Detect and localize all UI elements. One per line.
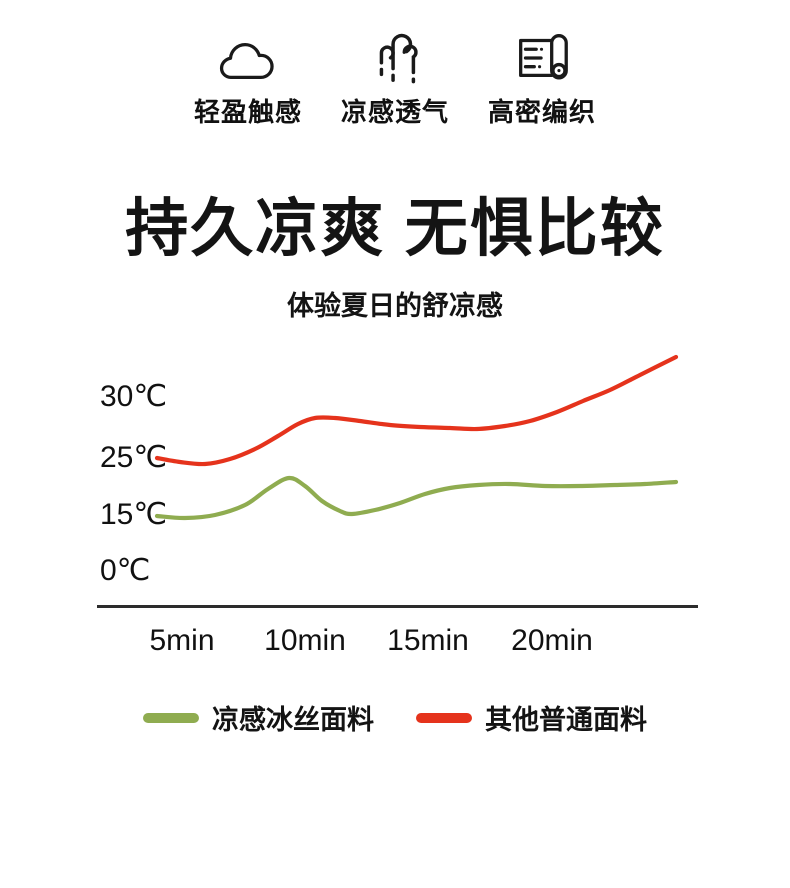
feature-light-touch: 轻盈触感 — [181, 26, 315, 129]
feature-label: 凉感透气 — [340, 97, 449, 127]
x-axis-tick-20min: 20min — [511, 624, 593, 657]
steam-icon — [366, 26, 424, 86]
page-subtitle: 体验夏日的舒凉感 — [287, 291, 503, 321]
feature-label: 高密编织 — [487, 97, 596, 127]
y-axis-tick-30c: 30℃ — [100, 380, 168, 413]
feature-high-density-weave: 高密编织 — [475, 26, 609, 129]
legend-item-cool-fabric: 凉感冰丝面料 — [143, 698, 374, 737]
x-axis-line — [97, 605, 698, 608]
legend-swatch — [143, 712, 199, 723]
cloud-icon — [216, 26, 280, 86]
legend-swatch — [416, 712, 472, 723]
legend-item-ordinary-fabric: 其他普通面料 — [416, 698, 647, 737]
chart-legend: 凉感冰丝面料 其他普通面料 — [0, 698, 790, 737]
feature-cool-breathable: 凉感透气 — [328, 26, 462, 129]
features-row: 轻盈触感 凉感透气 — [0, 26, 790, 129]
y-axis-tick-15c: 15℃ — [100, 498, 168, 531]
curve-ordinary-fabric — [154, 354, 679, 467]
y-axis-tick-0c: 0℃ — [100, 554, 151, 587]
legend-label: 其他普通面料 — [485, 705, 647, 735]
legend-label: 凉感冰丝面料 — [212, 705, 374, 735]
x-axis-tick-5min: 5min — [149, 624, 215, 657]
y-axis-tick-25c: 25℃ — [100, 441, 168, 474]
fabric-roll-icon — [511, 26, 573, 86]
x-axis-tick-10min: 10min — [264, 624, 346, 657]
feature-label: 轻盈触感 — [193, 97, 302, 127]
curve-cool-ice-silk-fabric — [154, 475, 679, 521]
x-axis-tick-15min: 15min — [387, 624, 469, 657]
page-title: 持久凉爽 无惧比较 — [125, 194, 665, 264]
